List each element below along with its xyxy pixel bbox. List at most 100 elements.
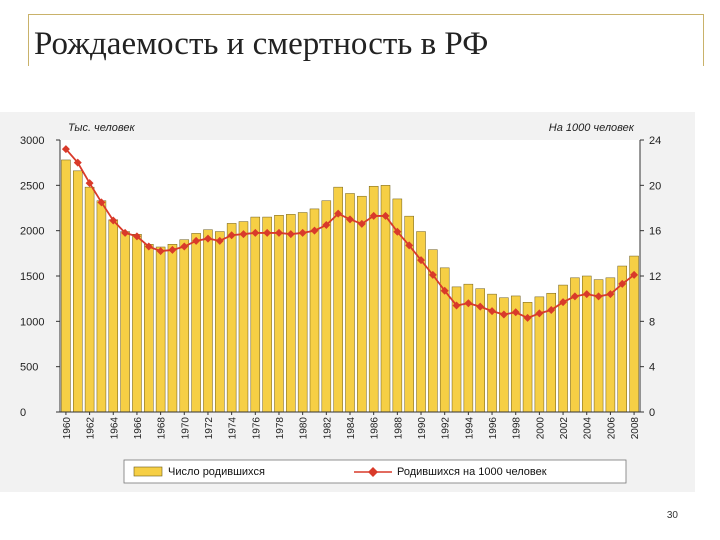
x-tick-label: 2006	[606, 417, 617, 440]
point-1985	[357, 219, 366, 228]
point-1978	[274, 228, 283, 237]
title-frame-left	[28, 14, 29, 66]
point-1965	[121, 228, 130, 237]
point-2004	[582, 290, 591, 299]
point-1988	[393, 227, 402, 236]
left-tick-label: 2500	[20, 180, 44, 192]
left-axis-label: Тыс. человек	[68, 122, 135, 134]
point-1999	[523, 313, 532, 322]
point-2007	[618, 279, 627, 288]
point-2005	[594, 292, 603, 301]
bar-1972	[203, 229, 213, 413]
point-2002	[559, 298, 568, 307]
bar-1981	[309, 208, 320, 413]
point-1970	[180, 242, 189, 251]
point-1996	[488, 307, 497, 316]
x-tick-label: 1964	[109, 417, 120, 440]
bar-1963	[96, 200, 107, 413]
x-tick-label: 1970	[180, 417, 191, 440]
bar-1964	[108, 219, 119, 413]
point-1961	[73, 158, 82, 167]
x-tick-label: 1992	[441, 417, 452, 440]
bar-1970	[179, 239, 190, 413]
x-tick-label: 1972	[204, 417, 215, 440]
bar-1979	[286, 214, 296, 413]
point-2008	[630, 270, 639, 279]
x-tick-label: 1990	[417, 417, 428, 440]
legend: Число родившихся Родившихся на 1000 чело…	[123, 459, 627, 484]
point-1991	[428, 270, 437, 279]
bar-1974	[226, 223, 237, 413]
left-tick-label: 500	[20, 362, 38, 374]
point-1990	[417, 256, 426, 265]
plot-layer: 0 500 1000 1500 2000 2500 3000 0 4 8 12 16 20 24 1960 1…	[20, 135, 661, 439]
point-2000	[535, 309, 544, 318]
x-tick-label: 1980	[299, 417, 310, 440]
right-tick-label: 20	[649, 180, 661, 192]
slide-title: Рождаемость и смертность в РФ	[34, 26, 489, 62]
bar-1967	[144, 244, 154, 413]
point-2003	[570, 292, 579, 301]
right-tick-label: 12	[649, 271, 661, 283]
title-frame-top	[28, 14, 704, 15]
x-tick-label: 2002	[559, 417, 570, 440]
bar-1983	[333, 186, 343, 413]
point-1998	[511, 308, 520, 317]
point-1972	[203, 234, 212, 243]
x-tick-label: 1998	[512, 417, 523, 440]
legend-bar-swatch	[133, 466, 163, 477]
bar-1971	[191, 233, 201, 413]
point-1974	[227, 231, 236, 240]
point-2001	[547, 306, 556, 314]
point-1987	[381, 211, 390, 220]
point-1997	[499, 310, 508, 319]
point-1986	[369, 211, 378, 220]
right-tick-label: 0	[649, 407, 655, 419]
left-tick-label: 1500	[20, 271, 44, 283]
point-1994	[464, 299, 473, 308]
x-tick-label: 1984	[346, 417, 357, 440]
bar-1962	[84, 186, 95, 413]
point-1975	[239, 230, 248, 239]
left-tick-label: 1000	[20, 316, 44, 328]
x-tick-label: 1988	[393, 417, 404, 440]
point-1963	[97, 198, 106, 207]
x-tick-label: 1978	[275, 417, 286, 440]
right-tick-label: 24	[649, 135, 661, 147]
point-1989	[405, 241, 414, 250]
bar-1977	[262, 216, 272, 413]
point-1973	[215, 236, 224, 245]
point-1976	[251, 228, 260, 237]
left-tick-label: 3000	[20, 135, 44, 147]
bar-1965	[120, 231, 130, 413]
bar-2008	[629, 255, 639, 413]
birth-rate-chart: Тыс. человек На 1000 человек 0 500 1000 150…	[20, 122, 661, 484]
point-1964	[109, 216, 118, 225]
point-1967	[144, 242, 153, 251]
point-1971	[192, 236, 201, 245]
point-1966	[132, 232, 141, 241]
bar-1973	[215, 231, 225, 413]
bar-1960	[61, 159, 71, 413]
point-1980	[298, 228, 307, 237]
x-tick-label: 1986	[370, 417, 381, 440]
x-tick-label: 1966	[133, 417, 144, 440]
point-1968	[156, 247, 165, 256]
point-1993	[452, 301, 461, 310]
point-1981	[310, 226, 319, 235]
point-1995	[476, 302, 485, 311]
point-1984	[346, 215, 354, 224]
x-tick-label: 1962	[86, 417, 97, 440]
x-tick-label: 1994	[464, 417, 475, 440]
bar-1986	[368, 185, 379, 413]
point-1979	[286, 230, 295, 239]
right-tick-label: 16	[649, 226, 661, 238]
x-tick-label: 2008	[630, 417, 641, 440]
bar-1969	[167, 244, 178, 413]
bar-1975	[238, 221, 249, 413]
legend-line-marker	[368, 467, 378, 477]
x-tick-label: 1982	[322, 417, 333, 440]
point-1977	[263, 228, 272, 237]
bar-1984	[345, 193, 355, 413]
bar-1961	[73, 170, 83, 413]
